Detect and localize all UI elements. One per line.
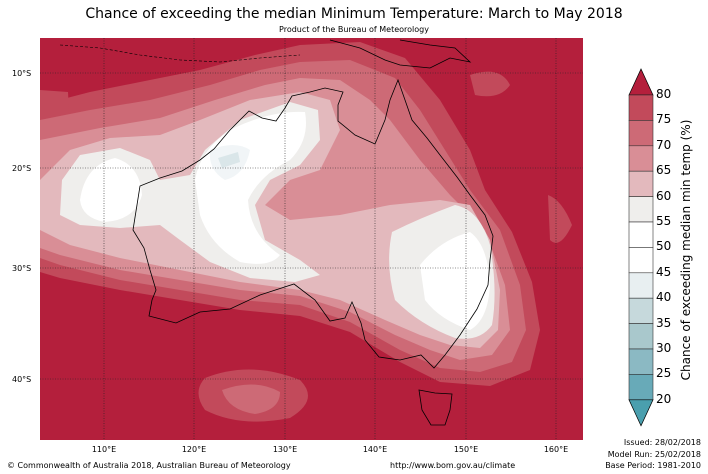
lat-label: 40°S xyxy=(12,375,32,384)
figure-title: Chance of exceeding the median Minimum T… xyxy=(85,6,623,22)
colorbar-segment xyxy=(628,348,654,375)
graticule xyxy=(40,38,583,440)
colorbar-tick-label: 25 xyxy=(656,366,672,381)
colorbar-segment xyxy=(628,247,654,274)
colorbar-tick-label: 30 xyxy=(656,341,672,355)
bom-url[interactable]: http://www.bom.gov.au/climate xyxy=(390,461,516,470)
colorbar-segment xyxy=(628,170,654,197)
colorbar-segment xyxy=(628,120,654,147)
colorbar-tick-label: 75 xyxy=(656,112,672,127)
colorbar-segment xyxy=(628,94,654,121)
contour-50-west xyxy=(80,158,142,222)
contour-60 xyxy=(40,92,500,348)
lat-label: 10°S xyxy=(12,69,32,78)
lon-label: 140°E xyxy=(362,445,388,454)
lon-label: 160°E xyxy=(543,445,569,454)
contour-70-b xyxy=(222,384,280,414)
outlook-map xyxy=(40,38,583,440)
colorbar-tick-label: 50 xyxy=(656,239,672,254)
colorbar-segment xyxy=(628,145,654,172)
colorbar-tick-label: 20 xyxy=(656,391,672,406)
colorbar-segment xyxy=(628,221,654,248)
contour-45-patch xyxy=(209,145,250,180)
colorbar-tick-label: 65 xyxy=(656,163,672,178)
lat-label: 20°S xyxy=(12,164,32,173)
colorbar-tick-label: 80 xyxy=(656,87,672,101)
contour-75-c xyxy=(470,71,510,97)
lon-label: 150°E xyxy=(453,445,479,454)
lat-label: 30°S xyxy=(12,264,32,273)
tasmania-coastline xyxy=(418,389,453,426)
colorbar xyxy=(628,68,654,427)
lon-label: 110°E xyxy=(91,445,117,454)
colorbar-segment xyxy=(628,374,654,401)
lon-label: 130°E xyxy=(272,445,298,454)
colorbar-tick-label: 55 xyxy=(656,214,672,228)
issued-date: Issued: 28/02/2018 xyxy=(623,438,701,447)
colorbar-tick-label: 40 xyxy=(656,290,672,305)
new-guinea-coastline xyxy=(329,39,472,69)
colorbar-extend-high xyxy=(628,68,654,96)
colorbar-segment xyxy=(628,323,654,350)
figure-subtitle: Product of the Bureau of Meteorology xyxy=(279,25,429,34)
australia-coastline xyxy=(132,78,494,369)
base-period: Base Period: 1981-2010 xyxy=(605,461,701,470)
colorbar-tick-label: 60 xyxy=(656,188,672,203)
colorbar-tick-label: 70 xyxy=(656,137,672,152)
colorbar-extend-low xyxy=(628,399,654,427)
colorbar-tick-label: 35 xyxy=(656,315,672,330)
colorbar-tick-label: 45 xyxy=(656,264,672,279)
colorbar-segment xyxy=(628,196,654,223)
model-run-date: Model Run: 25/02/2018 xyxy=(607,450,701,459)
colorbar-segment xyxy=(628,297,654,324)
colorbar-label: Chance of exceeding median min temp (%) xyxy=(679,119,693,381)
contour-75-d xyxy=(548,195,572,243)
indonesia-coastline xyxy=(59,44,301,63)
colorbar-segment xyxy=(628,272,654,299)
copyright: © Commonwealth of Australia 2018, Austra… xyxy=(7,461,291,470)
lon-label: 120°E xyxy=(181,445,207,454)
contour-50-southeast xyxy=(420,232,490,330)
